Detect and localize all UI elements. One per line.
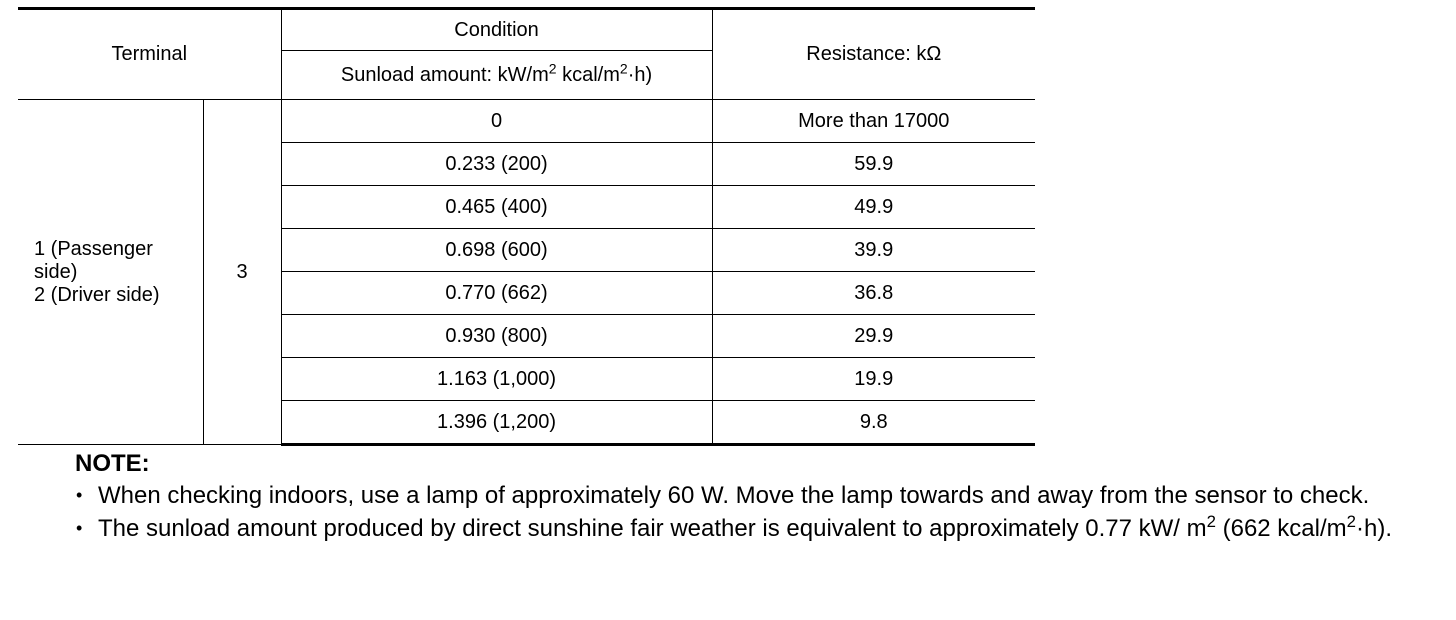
sunload-cell: 0.698 (600) [280, 228, 713, 272]
superscript: 2 [548, 59, 557, 76]
sunload-cell: 0.233 (200) [280, 142, 713, 186]
resistance-cell: 36.8 [711, 271, 1036, 315]
resistance-cell: 9.8 [711, 400, 1036, 446]
table-row: 0.233 (200) 59.9 [18, 142, 1036, 186]
text: ·h). [1356, 515, 1392, 542]
resistance-cell: 49.9 [711, 185, 1036, 229]
text: ·h) [627, 63, 653, 86]
sunload-cell: 1.163 (1,000) [280, 357, 713, 401]
terminal-line: 1 (Passenger side) [34, 237, 153, 283]
table-row: 1.163 (1,000) 19.9 [18, 357, 1036, 401]
table-row: 0.930 (800) 29.9 [18, 314, 1036, 358]
table-row: 0.770 (662) 36.8 [18, 271, 1036, 315]
text: kcal/m [556, 63, 620, 86]
resistance-cell: More than 17000 [711, 99, 1036, 143]
sunload-cell: 0.770 (662) [280, 271, 713, 315]
text: The sunload amount produced by direct su… [98, 515, 1207, 542]
spec-table: Terminal Condition Resistance: kΩ Sunloa… [18, 7, 1036, 446]
terminal-line: 2 (Driver side) [34, 283, 160, 306]
superscript: 2 [1346, 511, 1356, 531]
header-condition: Condition [280, 7, 713, 51]
terminal-cell: 3 [202, 99, 282, 445]
resistance-cell: 59.9 [711, 142, 1036, 186]
resistance-cell: 19.9 [711, 357, 1036, 401]
text: When checking indoors, use a lamp of app… [98, 482, 1370, 509]
note-list: When checking indoors, use a lamp of app… [75, 480, 1435, 544]
header-terminal: Terminal [18, 7, 282, 100]
terminal-cell: 1 (Passenger side) 2 (Driver side) [18, 99, 204, 445]
note-item: The sunload amount produced by direct su… [76, 511, 1435, 544]
resistance-cell: 39.9 [711, 228, 1036, 272]
table-row: 0.698 (600) 39.9 [18, 228, 1036, 272]
sunload-cell: 0.465 (400) [280, 185, 713, 229]
sunload-cell: 1.396 (1,200) [280, 400, 713, 446]
superscript: 2 [1206, 511, 1216, 531]
text: Sunload amount: kW/m [340, 63, 549, 86]
note: NOTE: When checking indoors, use a lamp … [75, 450, 1435, 546]
table-row: 1.396 (1,200) 9.8 [18, 400, 1036, 446]
table-row: 1 (Passenger side) 2 (Driver side) 3 0 More … [18, 99, 1036, 445]
resistance-cell: 29.9 [711, 314, 1036, 358]
text: (662 kcal/m [1215, 515, 1347, 542]
sunload-cell: 0.930 (800) [280, 314, 713, 358]
note-title: NOTE: [75, 450, 150, 477]
note-item: When checking indoors, use a lamp of app… [76, 480, 1435, 511]
sunload-cell: 0 [280, 99, 713, 143]
header-resistance: Resistance: kΩ [711, 7, 1036, 100]
header-sunload: Sunload amount: kW/m2 kcal/m2·h) [280, 50, 713, 100]
superscript: 2 [619, 59, 628, 76]
